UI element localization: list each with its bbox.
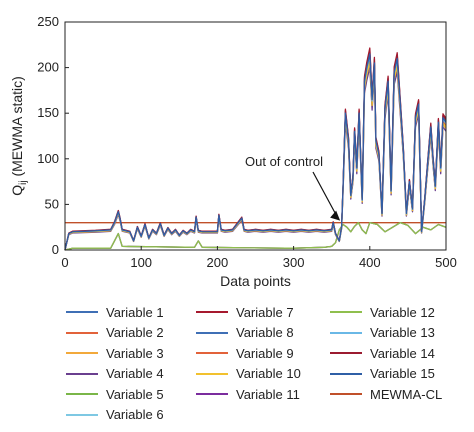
legend-item: Variable 6 (66, 405, 164, 425)
legend-label: Variable 3 (106, 345, 164, 361)
legend-label: Variable 2 (106, 325, 164, 340)
series-line-variable-15 (64, 53, 447, 251)
legend-label: Variable 13 (370, 325, 435, 340)
legend-label: MEWMA-CL (370, 386, 443, 402)
legend-item: Variable 1 (66, 302, 164, 322)
legend-swatch (330, 372, 362, 375)
legend-label: Variable 11 (236, 386, 300, 402)
legend-swatch (66, 413, 98, 416)
legend-swatch (66, 372, 98, 375)
x-tick-label: 300 (283, 255, 305, 270)
y-axis-title-rest: (MEWMA static) (9, 76, 25, 180)
legend-label: Variable 4 (106, 366, 164, 381)
legend-item: Variable 8 (196, 323, 294, 343)
x-tick-label: 0 (61, 255, 68, 270)
annotation-label: Out of control (245, 154, 323, 169)
legend-swatch (330, 393, 362, 395)
axes-frame (64, 21, 447, 251)
legend-swatch (66, 352, 98, 354)
y-tick-label: 250 (37, 14, 59, 29)
legend-item: Variable 11 (196, 384, 300, 404)
y-axis-title-main: Q (9, 185, 25, 196)
legend-swatch (196, 352, 228, 354)
legend-label: Variable 9 (236, 345, 294, 361)
legend-item: Variable 4 (66, 364, 164, 384)
y-tick-label: 200 (37, 60, 59, 75)
legend-label: Variable 8 (236, 325, 294, 340)
legend-item: Variable 12 (330, 302, 435, 322)
legend-swatch (330, 352, 362, 354)
legend-swatch (66, 393, 98, 395)
legend-swatch (196, 311, 228, 313)
legend-label: Variable 15 (370, 366, 435, 381)
legend-item: Variable 2 (66, 323, 164, 343)
y-axis-title: Qij (MEWMA static) (9, 76, 29, 196)
legend-swatch (330, 331, 362, 334)
series-line-variable-12 (64, 221, 447, 251)
legend-item: Variable 13 (330, 323, 435, 343)
legend-item: Variable 3 (66, 343, 164, 363)
y-tick-label: 150 (37, 105, 59, 120)
legend-label: Variable 1 (106, 304, 164, 320)
series-line-variable-7 (64, 47, 447, 251)
legend-label: Variable 6 (106, 407, 164, 422)
x-axis-title: Data points (220, 273, 291, 289)
legend-label: Variable 10 (236, 366, 301, 381)
x-tick-label: 100 (130, 255, 152, 270)
legend-item: Variable 14 (330, 343, 435, 363)
legend-swatch (330, 311, 362, 313)
annotation-arrow-shaft (312, 171, 339, 219)
legend-swatch (66, 331, 98, 334)
legend-label: Variable 7 (236, 304, 294, 320)
annotation: Out of control (245, 154, 341, 221)
y-tick-label: 100 (37, 151, 59, 166)
legend-item: Variable 5 (66, 384, 164, 404)
legend-label: Variable 12 (370, 304, 435, 320)
annotation-arrow-head (330, 210, 341, 221)
chart-svg: 0 100 200 300 400 500 0 50 100 150 200 250 Out of c… (9, 14, 457, 289)
legend-item: Variable 7 (196, 302, 294, 322)
legend-swatch (196, 393, 228, 395)
x-tick-label: 500 (435, 255, 457, 270)
axes: 0 100 200 300 400 500 0 50 100 150 200 250 (37, 14, 457, 270)
y-tick-label: 50 (45, 196, 59, 211)
legend-item: MEWMA-CL (330, 384, 442, 404)
legend: Variable 1 Variable 2 Variable 3 Variable 4… (66, 302, 466, 428)
plot-area (64, 47, 447, 251)
legend-swatch (196, 372, 228, 375)
legend-label: Variable 5 (106, 386, 164, 402)
legend-swatch (196, 331, 228, 334)
x-tick-label: 200 (207, 255, 229, 270)
y-axis-title-sub: ij (18, 180, 29, 184)
legend-swatch (66, 311, 98, 313)
y-tick-label: 0 (52, 242, 59, 257)
legend-item: Variable 15 (330, 364, 435, 384)
x-tick-label: 400 (359, 255, 381, 270)
legend-item: Variable 10 (196, 364, 301, 384)
legend-item: Variable 9 (196, 343, 294, 363)
legend-label: Variable 14 (370, 345, 435, 361)
